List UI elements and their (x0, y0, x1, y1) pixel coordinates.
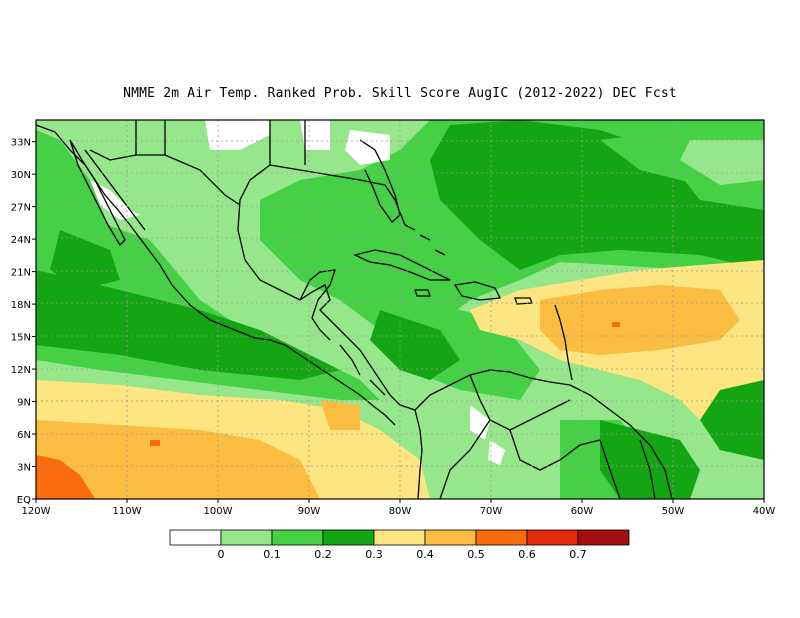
y-tick-label: 24N (11, 235, 31, 246)
y-tick-label: EQ (17, 495, 31, 506)
x-axis-ticks: 120W 110W 100W 90W 80W 70W 60W 50W 40W (22, 499, 776, 517)
colorbar-label: 0 (218, 548, 225, 561)
colorbar: 0 0.1 0.2 0.3 0.4 0.5 0.6 0.7 (169, 529, 630, 561)
colorbar-label: 0.1 (263, 548, 281, 561)
skill-field (36, 120, 764, 499)
colorbar-swatch (220, 529, 273, 546)
colorbar-label: 0.7 (569, 548, 587, 561)
colorbar-swatch (526, 529, 579, 546)
x-tick-label: 120W (22, 506, 51, 517)
colorbar-label: 0.5 (467, 548, 485, 561)
y-tick-label: 6N (17, 430, 31, 441)
colorbar-swatch (169, 529, 222, 546)
y-tick-label: 33N (11, 138, 31, 149)
x-tick-label: 80W (389, 506, 412, 517)
coastlines (36, 120, 673, 499)
y-tick-label: 3N (17, 463, 31, 474)
y-tick-label: 27N (11, 203, 31, 214)
y-axis-ticks: EQ 3N 6N 9N 12N 15N 18N 21N 24N 27N 30N 33N (11, 138, 36, 506)
x-tick-label: 100W (204, 506, 233, 517)
y-tick-label: 9N (17, 398, 31, 409)
colorbar-swatch (475, 529, 528, 546)
colorbar-swatch (424, 529, 477, 546)
x-tick-label: 90W (298, 506, 321, 517)
colorbar-label: 0.4 (416, 548, 434, 561)
grid-lines (36, 120, 764, 499)
colorbar-swatch (373, 529, 426, 546)
x-tick-label: 60W (571, 506, 594, 517)
colorbar-label: 0.2 (314, 548, 332, 561)
colorbar-swatch (322, 529, 375, 546)
y-tick-label: 12N (11, 365, 31, 376)
map-title: NMME 2m Air Temp. Ranked Prob. Skill Sco… (123, 86, 677, 101)
x-tick-label: 70W (480, 506, 503, 517)
y-tick-label: 18N (11, 300, 31, 311)
y-tick-label: 21N (11, 268, 31, 279)
colorbar-swatch (577, 529, 630, 546)
x-tick-label: 110W (113, 506, 142, 517)
y-tick-label: 15N (11, 333, 31, 344)
colorbar-label: 0.6 (518, 548, 536, 561)
colorbar-swatch (271, 529, 324, 546)
x-tick-label: 50W (662, 506, 685, 517)
y-tick-label: 30N (11, 170, 31, 181)
colorbar-label: 0.3 (365, 548, 383, 561)
x-tick-label: 40W (753, 506, 776, 517)
